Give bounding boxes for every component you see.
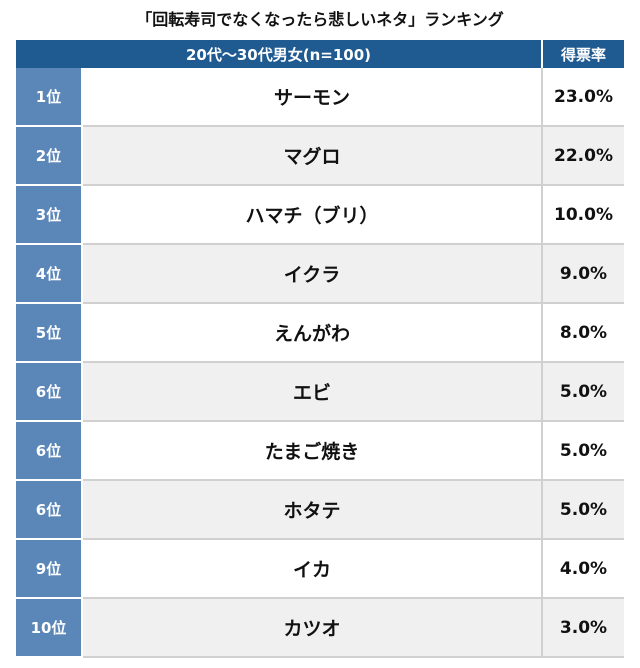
item-name: イクラ: [82, 244, 543, 304]
table-row: 6位 たまご焼き 5.0%: [16, 421, 624, 481]
item-name: カツオ: [82, 598, 543, 658]
vote-share: 23.0%: [542, 68, 624, 127]
rank-label: 9位: [16, 539, 83, 599]
table-row: 2位 マグロ 22.0%: [16, 126, 624, 186]
table-row: 5位 えんがわ 8.0%: [16, 303, 624, 363]
vote-share: 5.0%: [542, 362, 624, 422]
vote-share: 9.0%: [542, 244, 624, 304]
header-value-label: 得票率: [542, 40, 624, 68]
table-row: 3位 ハマチ（ブリ） 10.0%: [16, 185, 624, 245]
rank-label: 4位: [16, 244, 83, 304]
item-name: サーモン: [82, 68, 543, 127]
item-name: マグロ: [82, 126, 543, 186]
vote-share: 5.0%: [542, 421, 624, 481]
item-name: ホタテ: [82, 480, 543, 540]
rank-label: 6位: [16, 362, 83, 422]
vote-share: 3.0%: [542, 598, 624, 658]
rank-label: 2位: [16, 126, 83, 186]
item-name: えんがわ: [82, 303, 543, 363]
table-row: 6位 エビ 5.0%: [16, 362, 624, 422]
item-name: エビ: [82, 362, 543, 422]
table-row: 9位 イカ 4.0%: [16, 539, 624, 599]
table-row: 10位 カツオ 3.0%: [16, 598, 624, 658]
header-subject: 20代〜30代男女(n=100): [16, 40, 543, 68]
chart-title: 「回転寿司でなくなったら悲しいネタ」ランキング: [136, 10, 504, 29]
vote-share: 22.0%: [542, 126, 624, 186]
rank-label: 6位: [16, 421, 83, 481]
rank-label: 6位: [16, 480, 83, 540]
table-row: 4位 イクラ 9.0%: [16, 244, 624, 304]
table-row: 1位 サーモン 23.0%: [16, 68, 624, 127]
rank-label: 3位: [16, 185, 83, 245]
vote-share: 8.0%: [542, 303, 624, 363]
rank-label: 1位: [16, 68, 83, 127]
rank-label: 5位: [16, 303, 83, 363]
vote-share: 4.0%: [542, 539, 624, 599]
item-name: ハマチ（ブリ）: [82, 185, 543, 245]
rank-label: 10位: [16, 598, 83, 658]
item-name: イカ: [82, 539, 543, 599]
item-name: たまご焼き: [82, 421, 543, 481]
vote-share: 10.0%: [542, 185, 624, 245]
ranking-table: 20代〜30代男女(n=100) 得票率 1位 サーモン 23.0% 2位 マグロ 22.…: [16, 40, 624, 658]
header-row: 20代〜30代男女(n=100) 得票率: [16, 40, 624, 68]
table-row: 6位 ホタテ 5.0%: [16, 480, 624, 540]
vote-share: 5.0%: [542, 480, 624, 540]
